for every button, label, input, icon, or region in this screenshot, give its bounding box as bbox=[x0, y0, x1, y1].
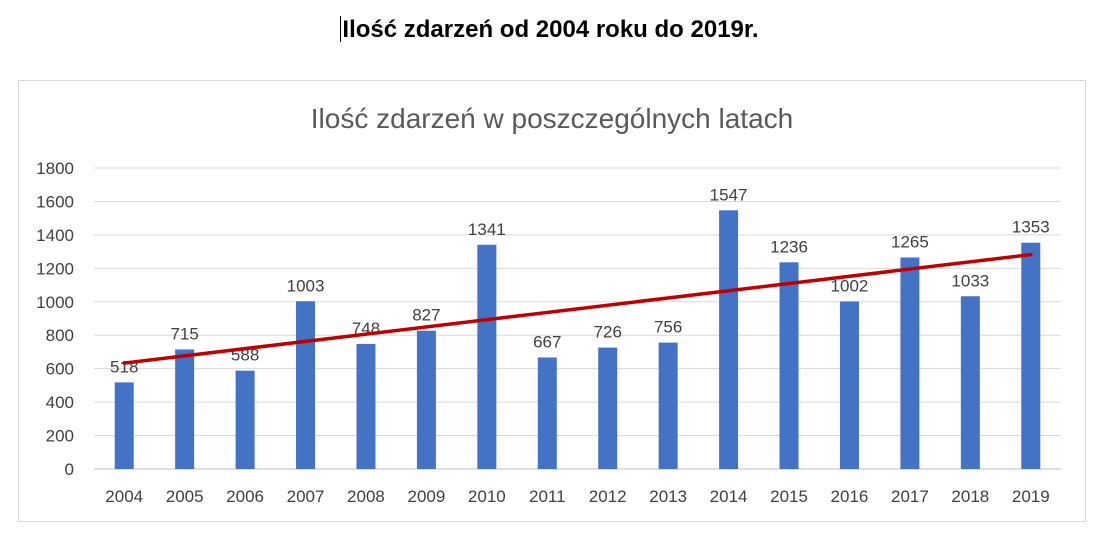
x-tick-label: 2005 bbox=[166, 487, 204, 506]
data-label: 715 bbox=[170, 324, 198, 343]
data-label: 1003 bbox=[287, 276, 325, 295]
data-label: 1353 bbox=[1012, 218, 1050, 237]
x-tick-label: 2011 bbox=[529, 487, 566, 506]
data-label: 1265 bbox=[891, 232, 929, 251]
bar bbox=[598, 347, 618, 469]
bar bbox=[296, 301, 316, 469]
x-tick-label: 2013 bbox=[649, 487, 687, 506]
x-axis: 2004 2005 2006 2007 2008 2009 2010 2011 2012 2013… bbox=[105, 487, 1049, 506]
x-tick-label: 2015 bbox=[770, 487, 808, 506]
trendline-group bbox=[122, 252, 1033, 365]
y-tick-label: 0 bbox=[65, 460, 74, 479]
y-tick-label: 1200 bbox=[36, 259, 74, 278]
bar bbox=[719, 210, 739, 469]
data-label: 1341 bbox=[468, 220, 506, 239]
x-tick-label: 2014 bbox=[710, 487, 748, 506]
gridlines bbox=[94, 167, 1061, 470]
x-tick-label: 2017 bbox=[891, 487, 929, 506]
x-tick-label: 2018 bbox=[951, 487, 989, 506]
document-heading: Ilość zdarzeń od 2004 roku do 2019r. bbox=[0, 16, 1099, 44]
data-label: 1033 bbox=[951, 271, 989, 290]
y-tick-label: 1800 bbox=[36, 159, 74, 178]
bar bbox=[960, 296, 980, 469]
x-tick-label: 2007 bbox=[287, 487, 325, 506]
bar bbox=[537, 357, 557, 469]
bar bbox=[356, 343, 376, 469]
y-axis: 0 200 400 600 800 1000 1200 1400 1600 1800 bbox=[36, 159, 74, 479]
bar bbox=[114, 382, 134, 469]
bar bbox=[658, 342, 678, 469]
data-label: 1547 bbox=[710, 185, 748, 204]
y-tick-label: 800 bbox=[46, 326, 74, 345]
bar bbox=[839, 301, 859, 469]
x-tick-label: 2006 bbox=[226, 487, 264, 506]
bar bbox=[416, 330, 436, 469]
x-tick-label: 2009 bbox=[407, 487, 445, 506]
y-tick-label: 200 bbox=[46, 427, 74, 446]
x-tick-label: 2004 bbox=[105, 487, 143, 506]
data-label: 1236 bbox=[770, 237, 808, 256]
y-tick-label: 1400 bbox=[36, 226, 74, 245]
bar bbox=[900, 257, 920, 469]
x-tick-label: 2008 bbox=[347, 487, 385, 506]
trendline bbox=[122, 252, 1033, 365]
text-cursor bbox=[340, 16, 342, 42]
bar bbox=[175, 349, 195, 469]
x-tick-label: 2019 bbox=[1012, 487, 1050, 506]
data-label: 726 bbox=[594, 323, 622, 342]
chart-title: Ilość zdarzeń w poszczególnych latach bbox=[311, 103, 793, 134]
bar bbox=[235, 370, 255, 469]
bar bbox=[1021, 242, 1041, 469]
data-label: 667 bbox=[533, 332, 561, 351]
data-label: 756 bbox=[654, 318, 682, 337]
bar bbox=[477, 244, 497, 469]
bar bbox=[779, 262, 799, 469]
bars bbox=[114, 210, 1041, 469]
x-tick-label: 2016 bbox=[831, 487, 869, 506]
x-tick-label: 2010 bbox=[468, 487, 506, 506]
data-label: 1002 bbox=[831, 276, 869, 295]
y-tick-label: 600 bbox=[46, 360, 74, 379]
data-label: 827 bbox=[412, 306, 440, 325]
x-tick-label: 2012 bbox=[589, 487, 627, 506]
y-tick-label: 1600 bbox=[36, 192, 74, 211]
y-tick-label: 400 bbox=[46, 393, 74, 412]
y-tick-label: 1000 bbox=[36, 293, 74, 312]
document-heading-text: Ilość zdarzeń od 2004 roku do 2019r. bbox=[342, 16, 759, 43]
